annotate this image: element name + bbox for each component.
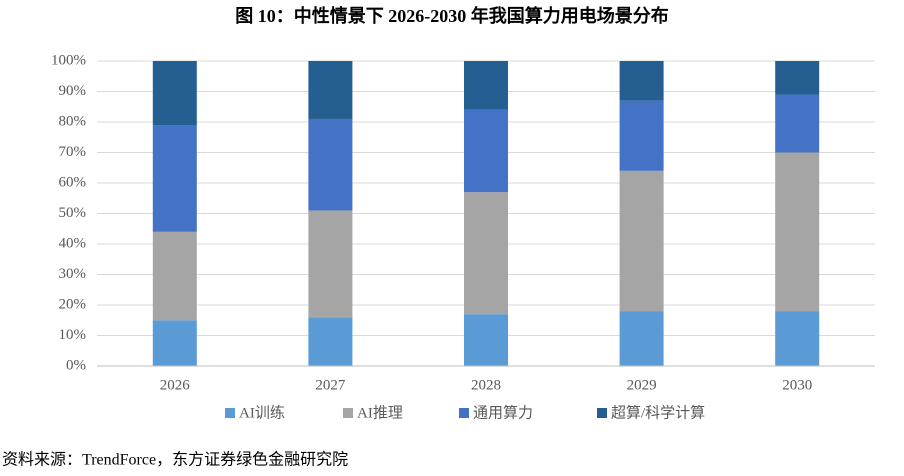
bar-segment: [619, 170, 664, 312]
x-tick-label: 2027: [315, 377, 346, 393]
bar-segment: [152, 61, 197, 126]
legend-swatch: [597, 408, 607, 418]
y-tick-label: 40%: [59, 235, 87, 251]
x-tick-label: 2030: [782, 377, 812, 393]
y-tick-label: 10%: [59, 327, 87, 343]
legend-swatch: [225, 408, 235, 418]
bar-segment: [464, 192, 508, 315]
bar-segment: [775, 61, 820, 95]
legend-label: 通用算力: [473, 403, 533, 421]
bar-segment: [775, 152, 820, 312]
bar-segment: [152, 125, 197, 232]
y-tick-label: 100%: [51, 52, 86, 68]
bar-segment: [308, 118, 353, 211]
bar-segment: [619, 100, 664, 171]
source-note: 资料来源：TrendForce，东方证券绿色金融研究院: [2, 451, 348, 469]
legend-swatch: [343, 408, 353, 418]
y-tick-label: 50%: [59, 205, 87, 221]
y-tick-label: 80%: [59, 113, 87, 129]
bar-segment: [775, 94, 820, 153]
bar-segment: [775, 311, 820, 366]
bar-segment: [619, 61, 664, 101]
bar-segment: [152, 320, 197, 366]
y-tick-label: 30%: [59, 266, 87, 282]
chart-title: 图 10：中性情景下 2026-2030 年我国算力用电场景分布: [235, 5, 669, 26]
legend-label: 超算/科学计算: [611, 403, 705, 421]
y-tick-label: 60%: [59, 174, 87, 190]
bar-segment: [152, 231, 197, 321]
bar-segment: [308, 61, 353, 119]
bar-segment: [308, 210, 353, 318]
y-tick-label: 90%: [59, 83, 87, 99]
y-tick-label: 20%: [59, 296, 87, 312]
bar-segment: [464, 314, 508, 366]
bar-segment: [619, 311, 664, 366]
bar-segment: [464, 109, 508, 193]
y-tick-label: 0%: [66, 357, 86, 373]
bar-segment: [308, 317, 353, 366]
legend-label: AI推理: [357, 404, 403, 421]
bar-segment: [464, 61, 508, 110]
y-tick-label: 70%: [59, 144, 87, 160]
legend-label: AI训练: [239, 404, 285, 421]
legend-swatch: [459, 408, 469, 418]
x-tick-label: 2029: [627, 377, 657, 393]
x-tick-label: 2028: [471, 377, 501, 393]
x-tick-label: 2026: [160, 377, 191, 393]
